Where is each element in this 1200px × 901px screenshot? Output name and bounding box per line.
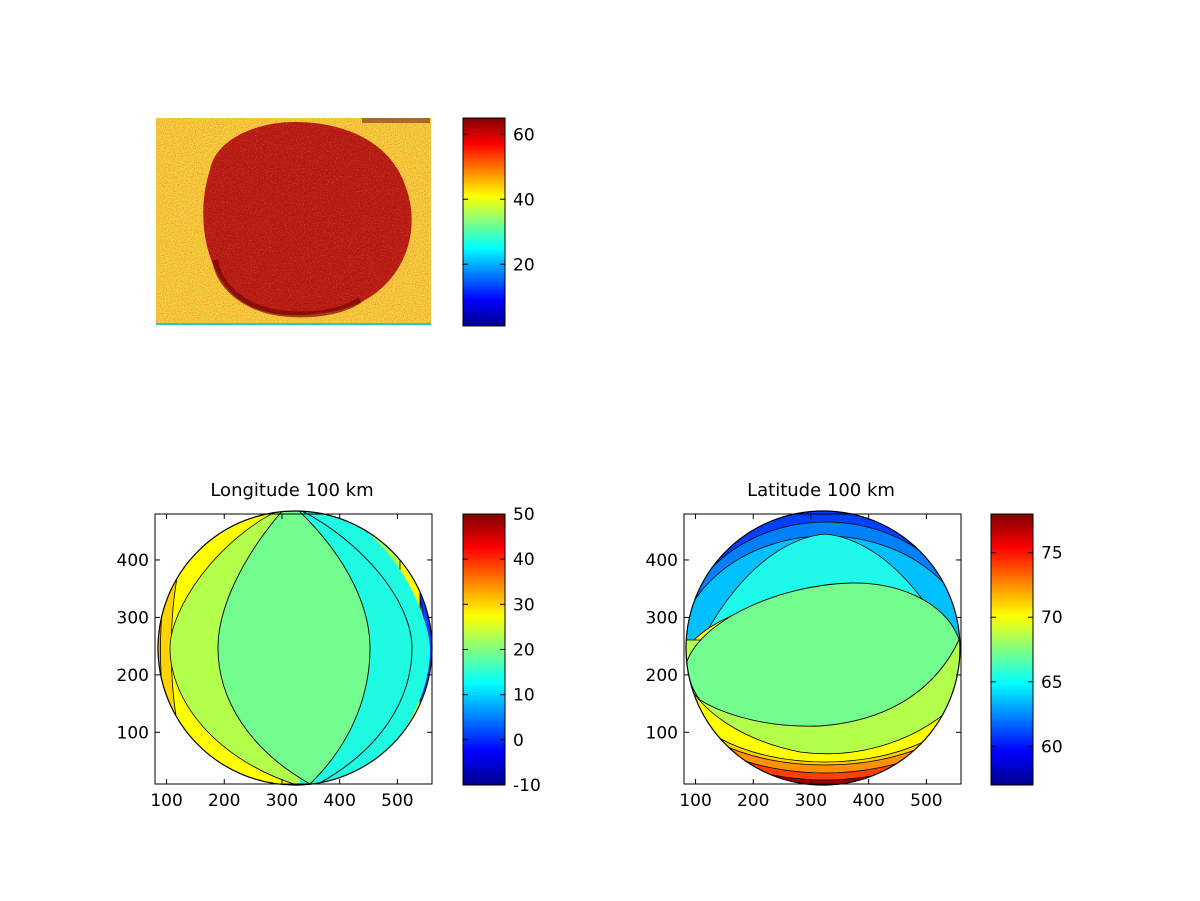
- longitude-contours: [158, 511, 432, 785]
- y-tick-label: 100: [117, 723, 149, 743]
- y-tick-label: 200: [646, 666, 678, 686]
- colorbar-tick-label: 65: [1041, 673, 1063, 693]
- colorbar-3-scale: [990, 513, 1034, 786]
- colorbar-tick-label: 0: [513, 731, 524, 751]
- x-tick-label: 300: [795, 791, 827, 811]
- longitude-axes-frame: [154, 513, 433, 785]
- panel-longitude: Longitude 100 km 100 200 300 400 500 100 200 30…: [117, 480, 433, 811]
- y-tick-label: 400: [646, 551, 678, 571]
- longitude-title: Longitude 100 km: [210, 480, 373, 501]
- colorbar-1-ticks: 20 40 60: [463, 125, 535, 275]
- colorbar-tick-label: 70: [1041, 608, 1063, 628]
- colorbar-tick-label: -10: [513, 776, 541, 796]
- x-tick-label: 300: [266, 791, 298, 811]
- colorbar-tick-label: 60: [513, 125, 535, 145]
- colorbar-tick-label: 50: [513, 505, 535, 525]
- x-tick-label: 400: [852, 791, 884, 811]
- x-tick-label: 400: [323, 791, 355, 811]
- image-label-strip: [362, 118, 430, 123]
- y-tick-label: 300: [646, 608, 678, 628]
- colorbar-2-scale: [462, 513, 506, 786]
- colorbar-tick-label: 10: [513, 686, 535, 706]
- image-disk-rim: [212, 259, 362, 318]
- latitude-axes-frame: [683, 513, 962, 785]
- lat-center-region: [686, 582, 960, 727]
- colorbar-tick-label: 20: [513, 641, 535, 661]
- image-disk-noise-light: [203, 122, 412, 316]
- colorbar-3-ticks: 60 65 70 75: [991, 544, 1063, 757]
- longitude-ticks: 100 200 300 400 500 100 200 300 400: [117, 514, 432, 811]
- y-tick-label: 200: [117, 666, 149, 686]
- panel-image: [156, 118, 431, 325]
- x-tick-label: 200: [737, 791, 769, 811]
- x-tick-label: 500: [910, 791, 942, 811]
- x-tick-label: 100: [150, 791, 182, 811]
- colorbar-tick-label: 40: [513, 190, 535, 210]
- colorbar-1: 20 40 60: [462, 117, 535, 327]
- colorbar-3: 60 65 70 75: [990, 513, 1063, 786]
- x-tick-label: 200: [208, 791, 240, 811]
- latitude-contours: [686, 511, 960, 785]
- lon-contour-right: [299, 511, 413, 785]
- y-tick-label: 100: [646, 723, 678, 743]
- panel-latitude: Latitude 100 km 100 200 300 400 500 100 200 300…: [646, 480, 962, 811]
- colorbar-1-scale: [462, 117, 506, 327]
- lat-disk-outline: [685, 510, 961, 786]
- colorbar-2: -10 0 10 20 30 40 50: [462, 505, 541, 796]
- latitude-ticks: 100 200 300 400 500 100 200 300 400: [646, 514, 961, 811]
- colorbar-tick-label: 40: [513, 550, 535, 570]
- colorbar-tick-label: 20: [513, 255, 535, 275]
- y-tick-label: 300: [117, 608, 149, 628]
- colorbar-tick-label: 75: [1041, 544, 1063, 564]
- x-tick-label: 500: [381, 791, 413, 811]
- colorbar-tick-label: 60: [1041, 737, 1063, 757]
- colorbar-tick-label: 30: [513, 595, 535, 615]
- colorbar-2-ticks: -10 0 10 20 30 40 50: [463, 505, 541, 796]
- y-tick-label: 400: [117, 551, 149, 571]
- latitude-title: Latitude 100 km: [747, 480, 895, 501]
- x-tick-label: 100: [679, 791, 711, 811]
